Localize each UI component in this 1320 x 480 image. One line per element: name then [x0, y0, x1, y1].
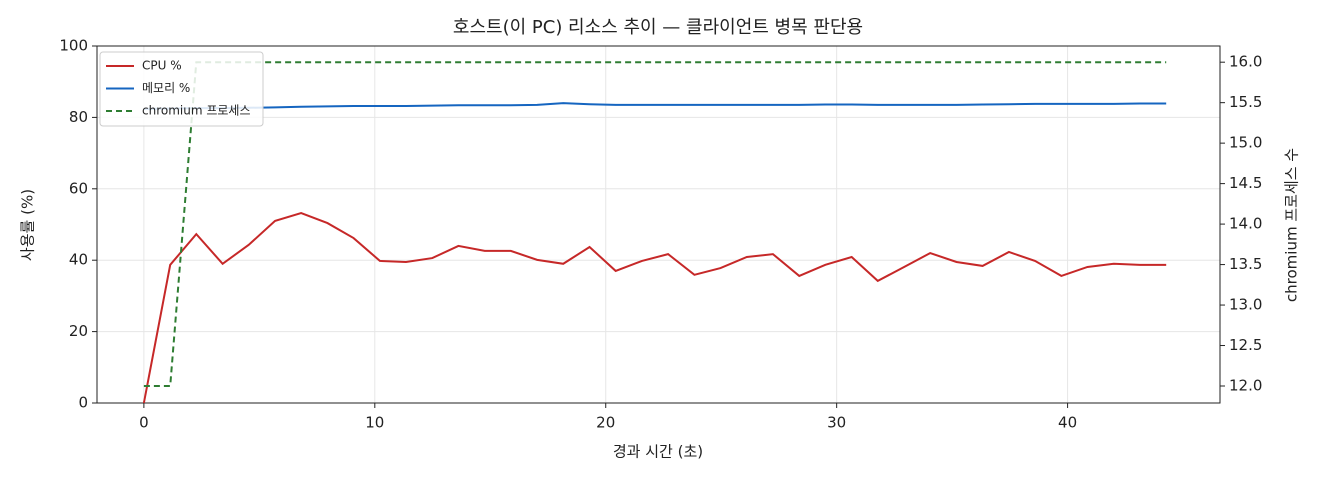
- x-axis-label: 경과 시간 (초): [613, 443, 703, 461]
- y2-tick-label: 13.0: [1229, 296, 1262, 314]
- y-tick-label: 0: [78, 394, 88, 412]
- y2-tick-label: 16.0: [1229, 53, 1262, 71]
- y2-axis-label: chromium 프로세스 수: [1283, 148, 1301, 302]
- y-axis-label: 사용률 (%): [19, 189, 37, 261]
- y2-tick-label: 12.5: [1229, 336, 1262, 354]
- y-tick-label: 60: [69, 179, 88, 197]
- y-tick-label: 40: [69, 251, 88, 269]
- legend-box: [99, 51, 264, 127]
- data-line: [142, 212, 1167, 404]
- x-tick-label: 20: [596, 414, 615, 432]
- y2-tick-label: 15.5: [1229, 93, 1262, 111]
- legend-label: 메모리 %: [142, 81, 190, 95]
- y2-tick-label: 14.5: [1229, 174, 1262, 192]
- x-tick-label: 30: [827, 414, 846, 432]
- legend-label: chromium 프로세스: [142, 104, 251, 118]
- y-tick-label: 100: [59, 37, 88, 55]
- x-tick-label: 0: [139, 414, 149, 432]
- y-tick-label: 80: [69, 108, 88, 126]
- x-tick-label: 40: [1058, 414, 1077, 432]
- x-tick-label: 10: [365, 414, 384, 432]
- plot-frame: [96, 45, 1221, 404]
- y2-tick-label: 15.0: [1229, 134, 1262, 152]
- data-line: [143, 61, 1167, 387]
- data-line: [143, 102, 1167, 110]
- y-tick-label: 20: [69, 322, 88, 340]
- y2-tick-label: 13.5: [1229, 255, 1262, 273]
- legend-label: CPU %: [142, 59, 182, 73]
- y2-tick-label: 12.0: [1229, 377, 1262, 395]
- chart-title: 호스트(이 PC) 리소스 추이 — 클라이언트 병목 판단용: [453, 17, 863, 38]
- y2-tick-label: 14.0: [1229, 215, 1262, 233]
